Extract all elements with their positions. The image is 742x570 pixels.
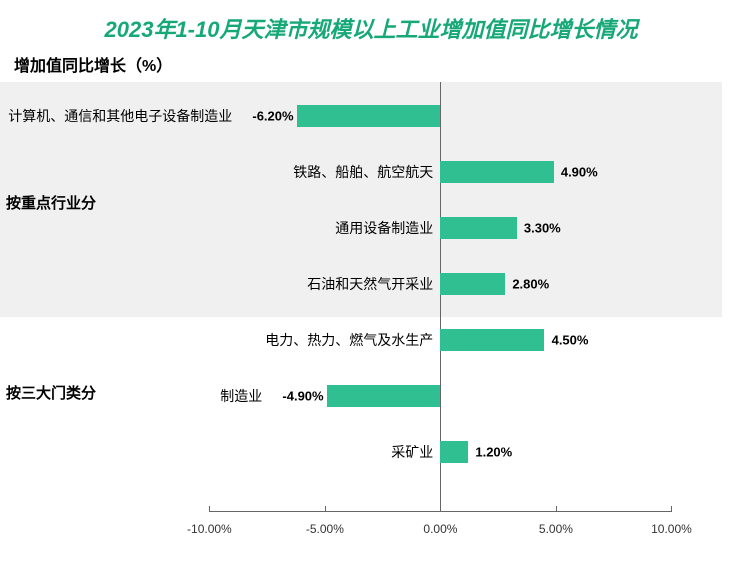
bar: [327, 385, 440, 407]
chart-title: 2023年1-10月天津市规模以上工业增加值同比增长情况: [0, 0, 742, 52]
bar-row: 通用设备制造业 3.30%: [0, 214, 722, 242]
value-label: 3.30%: [524, 221, 561, 236]
bar: [297, 105, 440, 127]
value-label: 4.50%: [552, 333, 589, 348]
bar-row: 铁路、船舶、航空航天 4.90%: [0, 158, 722, 186]
value-label: 1.20%: [475, 445, 512, 460]
bar: [440, 329, 544, 351]
group-label: 按三大门类分: [6, 382, 96, 403]
x-tick-mark: [671, 506, 672, 512]
category-label: 采矿业: [391, 442, 433, 462]
bar: [440, 273, 505, 295]
chart-subtitle: 增加值同比增长（%）: [0, 52, 742, 82]
bar-row: 计算机、通信和其他电子设备制造业 -6.20%: [0, 102, 722, 130]
x-tick-label: 10.00%: [651, 522, 692, 536]
bar: [440, 161, 553, 183]
category-label: 电力、热力、燃气及水生产: [265, 330, 433, 350]
category-label: 石油和天然气开采业: [307, 274, 433, 294]
x-tick-label: -10.00%: [187, 522, 232, 536]
value-label: 4.90%: [561, 165, 598, 180]
x-tick-label: 5.00%: [539, 522, 573, 536]
bar-row: 采矿业 1.20%: [0, 438, 722, 466]
plot-area: -10.00%-5.00%0.00%5.00%10.00%计算机、通信和其他电子…: [0, 82, 722, 512]
category-label: 通用设备制造业: [335, 218, 433, 238]
category-label: 计算机、通信和其他电子设备制造业: [8, 106, 232, 126]
bar-row: 制造业 -4.90%: [0, 382, 722, 410]
bar-row: 石油和天然气开采业 2.80%: [0, 270, 722, 298]
x-tick-label: 0.00%: [423, 522, 457, 536]
bar: [440, 441, 468, 463]
x-tick-mark: [556, 506, 557, 512]
x-tick-mark: [325, 506, 326, 512]
bar-row: 电力、热力、燃气及水生产 4.50%: [0, 326, 722, 354]
value-label: 2.80%: [512, 277, 549, 292]
x-tick-label: -5.00%: [306, 522, 344, 536]
category-label: 制造业: [220, 386, 262, 406]
bar: [440, 217, 516, 239]
x-tick-mark: [209, 506, 210, 512]
category-label: 铁路、船舶、航空航天: [293, 162, 433, 182]
chart-body: -10.00% -5.00% 0.00% 5.00% 10.00% 计算机、通信和其他电子…: [0, 82, 742, 542]
x-tick-mark: [440, 506, 441, 512]
value-label: -4.90%: [282, 389, 323, 404]
group-label: 按重点行业分: [6, 192, 96, 213]
value-label: -6.20%: [252, 109, 293, 124]
